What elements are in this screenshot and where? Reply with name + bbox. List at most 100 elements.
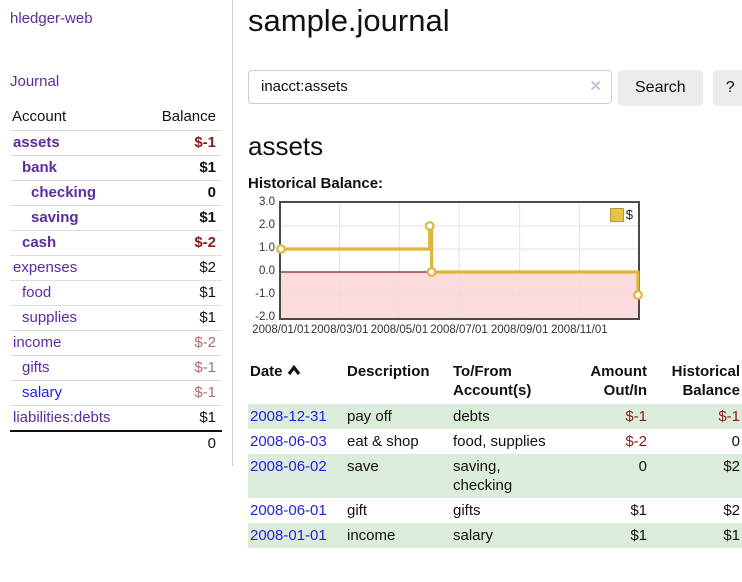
app-title-link[interactable]: hledger-web [10,10,93,27]
account-balance: 0 [140,180,222,206]
transaction-amount: $1 [630,527,647,545]
account-total-balance: 0 [140,430,222,456]
x-axis-tick-label: 2008/05/01 [370,324,429,337]
transaction-balance: $1 [723,527,740,545]
balance-column-header-main[interactable]: Historical Balance [671,363,740,400]
account-balance: $2 [140,255,222,281]
transaction-accounts: saving, checking [453,458,513,495]
y-axis-tick-label: 3.0 [259,196,275,209]
sort-ascending-icon [287,365,300,376]
account-row: saving $1 [10,205,222,231]
x-axis-tick-label: 2008/11/01 [550,324,608,337]
description-column-header[interactable]: Description [347,363,430,381]
account-table-body: assets $-1 bank $1 checking 0 saving $1 cash $-2 e… [10,130,222,432]
transactions-table-body: 2008-12-31 pay off debts $-1 $-1 2008-06-03 ea… [248,404,742,549]
y-axis-tick-label: 0.0 [259,265,275,278]
account-row: bank $1 [10,155,222,181]
account-row: expenses $2 [10,255,222,281]
transaction-description: pay off [347,408,392,426]
transaction-row: 2008-12-31 pay off debts $-1 $-1 [248,404,742,430]
account-row: checking 0 [10,180,222,206]
amount-column-header[interactable]: Amount Out/In [590,363,647,400]
account-balance: $-2 [140,330,222,356]
transaction-amount: $-1 [625,408,647,426]
sidebar-account-link[interactable]: food [22,284,52,301]
sidebar-nav: Journal [10,73,222,90]
sidebar-account-link[interactable]: liabilities:debts [13,409,111,426]
sidebar-account-link[interactable]: salary [22,384,63,401]
account-row: food $1 [10,280,222,306]
balance-column-header: Balance [140,106,222,131]
help-button[interactable]: ? [712,69,742,106]
account-balance: $1 [140,205,222,231]
account-balance-table: Account Balance assets $-1 bank $1 checking 0… [10,106,222,456]
sidebar-account-link[interactable]: assets [13,134,60,151]
transaction-balance: $-1 [718,408,740,426]
sidebar-account-link[interactable]: gifts [22,359,50,376]
account-column-header: Account [10,106,141,131]
transaction-amount: $-2 [625,433,647,451]
page-title: sample.journal [248,3,450,38]
chart-legend: $ [609,207,633,223]
sidebar-item-journal[interactable]: Journal [10,73,60,90]
transaction-accounts: salary [453,527,494,545]
accounts-column-header[interactable]: To/From Account(s) [453,363,532,400]
search-row: ✕ Search ? [248,69,742,106]
account-row: assets $-1 [10,130,222,156]
sidebar-account-link[interactable]: income [13,334,62,351]
account-balance: $1 [140,405,222,432]
transaction-description: save [347,458,379,476]
transaction-accounts: gifts [453,502,481,520]
sidebar-account-link[interactable]: supplies [22,309,78,326]
transaction-row: 2008-06-01 gift gifts $1 $2 [248,498,742,523]
y-axis-tick-label: -2.0 [255,311,275,324]
transaction-description: gift [347,502,368,520]
search-box: ✕ [248,69,612,104]
account-heading: assets [248,130,324,161]
date-column-header[interactable]: Date [248,360,345,404]
sidebar-account-link[interactable]: saving [31,209,79,226]
transaction-date-link[interactable]: 2008-06-03 [250,433,327,451]
search-button[interactable]: Search [618,69,703,106]
transaction-balance: $2 [723,502,740,520]
account-total-row: 0 [10,430,222,456]
transaction-balance: 0 [731,433,740,451]
account-balance: $-1 [140,130,222,156]
account-row: gifts $-1 [10,355,222,381]
sidebar-account-link[interactable]: bank [22,159,58,176]
page: hledger-web Journal Account Balance asse… [0,0,742,549]
transaction-row: 2008-06-02 save saving, checking 0 $2 [248,454,742,499]
chart-plot: $ [276,201,643,321]
chart-canvas [276,203,643,319]
transaction-description: income [347,527,396,545]
x-axis-tick-label: 2008/09/01 [490,324,549,337]
transaction-row: 2008-01-01 income salary $1 $1 [248,523,742,549]
transaction-balance: $2 [723,458,740,476]
clear-search-icon[interactable]: ✕ [589,77,602,95]
balance-chart: $ 3.0 2.0 1.0 0.0 -1.0 -2.0 2008/01/01 2008/03/… [248,197,742,339]
sidebar-account-link[interactable]: checking [31,184,97,201]
transaction-accounts: food, supplies [453,433,546,451]
transaction-date-link[interactable]: 2008-06-01 [250,502,327,520]
account-balance: $1 [140,305,222,331]
transaction-date-link[interactable]: 2008-01-01 [250,527,327,545]
transaction-accounts: debts [453,408,490,426]
transaction-date-link[interactable]: 2008-06-02 [250,458,327,476]
sidebar-account-link[interactable]: expenses [13,259,78,276]
y-axis-tick-label: 2.0 [259,219,275,232]
account-balance: $-1 [140,355,222,381]
transaction-description: eat & shop [347,433,419,451]
transaction-date-link[interactable]: 2008-12-31 [250,408,327,426]
sidebar: hledger-web Journal Account Balance asse… [0,0,233,466]
x-axis-tick-label: 2008/01/01 [252,324,310,337]
x-axis-tick-label: 2008/03/01 [310,324,369,337]
account-row: income $-2 [10,330,222,356]
account-balance: $1 [140,280,222,306]
transactions-header-row: Date Description To/From Account(s) Amou… [248,360,742,404]
legend-label: $ [625,207,633,223]
sidebar-account-link[interactable]: cash [22,234,57,251]
account-row: cash $-2 [10,230,222,256]
account-balance: $1 [140,155,222,181]
y-axis-tick-label: -1.0 [255,288,275,301]
search-input[interactable] [248,69,612,104]
